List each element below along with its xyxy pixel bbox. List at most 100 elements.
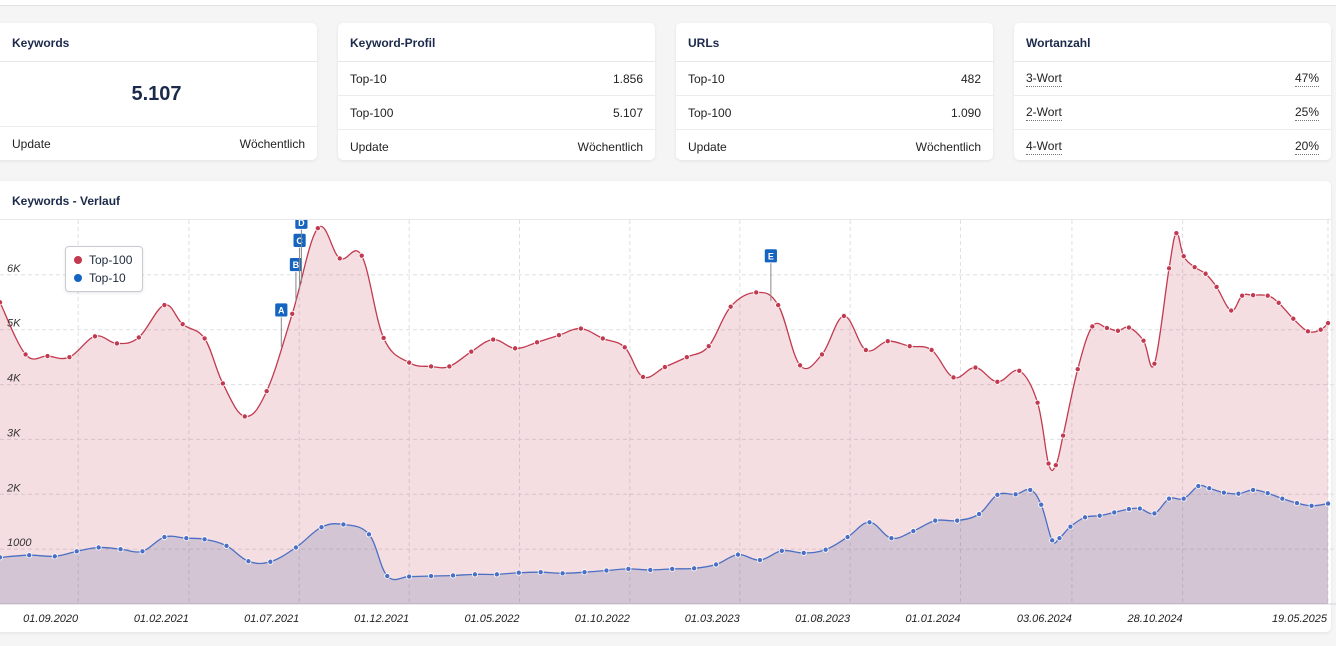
top100-point[interactable] xyxy=(263,388,270,395)
top100-point[interactable] xyxy=(66,354,73,361)
top10-point[interactable] xyxy=(888,535,895,542)
top10-point[interactable] xyxy=(1206,485,1213,492)
top100-point[interactable] xyxy=(161,302,168,309)
top10-point[interactable] xyxy=(95,544,102,551)
top10-point[interactable] xyxy=(691,565,698,572)
top100-point[interactable] xyxy=(179,321,186,328)
top100-point[interactable] xyxy=(884,338,891,345)
top100-point[interactable] xyxy=(241,413,248,420)
top10-point[interactable] xyxy=(1166,495,1173,502)
top10-point[interactable] xyxy=(800,549,807,556)
top10-point[interactable] xyxy=(318,524,325,531)
top10-point[interactable] xyxy=(866,519,873,526)
top100-point[interactable] xyxy=(1034,399,1041,406)
top100-point[interactable] xyxy=(1213,283,1220,290)
top10-point[interactable] xyxy=(713,561,720,568)
row-value[interactable]: 47% xyxy=(1294,70,1319,87)
top10-point[interactable] xyxy=(1264,490,1271,497)
top100-point[interactable] xyxy=(380,334,387,341)
top10-point[interactable] xyxy=(161,534,168,541)
event-flag-a[interactable]: A xyxy=(274,302,289,347)
top100-point[interactable] xyxy=(490,336,497,343)
top10-point[interactable] xyxy=(932,517,939,524)
top100-point[interactable] xyxy=(862,347,869,354)
event-flag-c[interactable]: C xyxy=(292,232,307,290)
top100-point[interactable] xyxy=(289,310,296,317)
top10-point[interactable] xyxy=(1220,489,1227,496)
top100-point[interactable] xyxy=(1016,367,1023,374)
top100-point[interactable] xyxy=(840,313,847,320)
top100-point[interactable] xyxy=(336,255,343,262)
top10-point[interactable] xyxy=(954,517,961,524)
top10-point[interactable] xyxy=(1049,537,1056,544)
top100-point[interactable] xyxy=(1140,337,1147,344)
top100-point[interactable] xyxy=(1275,299,1282,306)
top100-point[interactable] xyxy=(512,345,519,352)
top10-point[interactable] xyxy=(139,548,146,555)
top10-point[interactable] xyxy=(647,566,654,573)
top10-point[interactable] xyxy=(1038,501,1045,508)
top10-point[interactable] xyxy=(1111,509,1118,516)
top10-point[interactable] xyxy=(245,558,252,565)
top10-point[interactable] xyxy=(1012,491,1019,498)
top10-point[interactable] xyxy=(537,569,544,576)
row-label[interactable]: 2-Wort xyxy=(1026,104,1062,121)
top10-point[interactable] xyxy=(0,554,3,561)
top100-point[interactable] xyxy=(1239,292,1246,299)
legend-item-top10[interactable]: Top-10 xyxy=(66,269,142,287)
top100-point[interactable] xyxy=(44,353,51,360)
top100-point[interactable] xyxy=(906,343,913,350)
top100-point[interactable] xyxy=(428,363,435,370)
event-flag-e[interactable]: E xyxy=(763,248,778,301)
top10-point[interactable] xyxy=(183,535,190,542)
top100-point[interactable] xyxy=(1173,230,1180,237)
top10-point[interactable] xyxy=(734,551,741,558)
top100-point[interactable] xyxy=(994,378,1001,385)
top10-point[interactable] xyxy=(1279,495,1286,502)
top10-point[interactable] xyxy=(1235,490,1242,497)
top100-point[interactable] xyxy=(1202,270,1209,277)
top100-point[interactable] xyxy=(753,289,760,296)
top100-point[interactable] xyxy=(1264,292,1271,299)
top100-point[interactable] xyxy=(91,333,98,340)
top100-point[interactable] xyxy=(1103,325,1110,332)
top10-point[interactable] xyxy=(201,536,208,543)
top10-point[interactable] xyxy=(1250,486,1257,493)
top100-point[interactable] xyxy=(0,299,3,306)
top100-point[interactable] xyxy=(1125,324,1132,331)
top100-point[interactable] xyxy=(1045,460,1052,467)
top10-point[interactable] xyxy=(223,542,230,549)
top10-point[interactable] xyxy=(73,548,80,555)
top10-point[interactable] xyxy=(1325,500,1332,507)
top100-point[interactable] xyxy=(1290,315,1297,322)
top100-point[interactable] xyxy=(705,343,712,350)
top100-point[interactable] xyxy=(621,344,628,351)
top100-point[interactable] xyxy=(113,340,120,347)
row-label[interactable]: 4-Wort xyxy=(1026,138,1062,155)
top100-point[interactable] xyxy=(201,335,208,342)
top100-point[interactable] xyxy=(1060,432,1067,439)
top100-point[interactable] xyxy=(555,332,562,339)
top100-point[interactable] xyxy=(358,252,365,259)
top100-point[interactable] xyxy=(468,348,475,355)
event-flag-d[interactable]: D xyxy=(294,220,309,284)
top10-point[interactable] xyxy=(1082,514,1089,521)
top10-point[interactable] xyxy=(267,558,274,565)
top100-point[interactable] xyxy=(797,362,804,369)
row-value[interactable]: 25% xyxy=(1294,104,1319,121)
top10-point[interactable] xyxy=(603,567,610,574)
top100-point[interactable] xyxy=(1089,323,1096,330)
top10-point[interactable] xyxy=(1096,512,1103,519)
top10-point[interactable] xyxy=(1308,502,1315,509)
top100-point[interactable] xyxy=(1114,327,1121,334)
top100-point[interactable] xyxy=(446,363,453,370)
top100-point[interactable] xyxy=(406,359,413,366)
top10-point[interactable] xyxy=(292,544,299,551)
top10-point[interactable] xyxy=(117,546,124,553)
top10-point[interactable] xyxy=(1293,500,1300,507)
top10-point[interactable] xyxy=(365,531,372,538)
top10-point[interactable] xyxy=(1067,523,1074,530)
top100-point[interactable] xyxy=(819,351,826,358)
top10-point[interactable] xyxy=(822,546,829,553)
top100-point[interactable] xyxy=(135,334,142,341)
